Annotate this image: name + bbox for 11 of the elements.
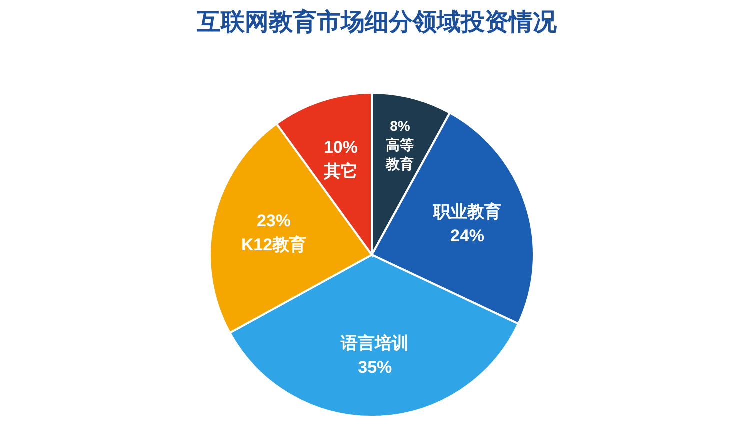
data-label: 24% [450, 226, 485, 246]
slice-label: 其它 [322, 162, 358, 181]
data-label: 35% [358, 358, 392, 377]
data-label: 23% [256, 212, 291, 231]
slice-label: 职业教育 [432, 201, 502, 222]
slice-label: K12教育 [241, 234, 307, 255]
data-label: 10% [324, 138, 358, 157]
slice-label: 高等教育 [385, 137, 414, 172]
data-label: 8% [390, 118, 411, 134]
slice-label: 语言培训 [340, 334, 410, 353]
chart-title: 互联网教育市场细分领域投资情况 [196, 8, 558, 36]
